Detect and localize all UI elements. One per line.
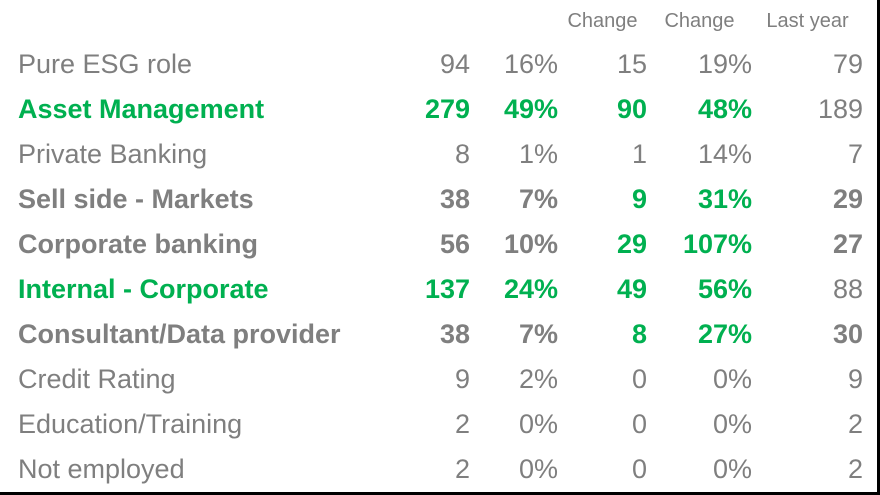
cell-share: 16% <box>503 49 558 79</box>
cell-share: 0% <box>518 454 558 484</box>
cell-last-year: 2 <box>847 409 863 439</box>
row-label: Credit Rating <box>18 364 176 394</box>
cell-change-pct: 27% <box>697 319 752 349</box>
cell-last-year: 2 <box>847 454 863 484</box>
cell-change: 90 <box>616 94 647 124</box>
cell-change-pct: 48% <box>697 94 752 124</box>
cell-change-pct: 14% <box>697 139 752 169</box>
cell-share: 7% <box>518 319 558 349</box>
cell-change: 15 <box>616 49 647 79</box>
cell-change-pct: 0% <box>712 409 752 439</box>
cell-change-pct: 107% <box>682 229 752 259</box>
cell-count: 8 <box>454 139 470 169</box>
cell-count: 9 <box>454 364 470 394</box>
cell-change: 0 <box>631 364 647 394</box>
cell-count: 38 <box>439 184 470 214</box>
col-header-change-abs: Change <box>567 9 638 32</box>
cell-change-pct: 31% <box>697 184 752 214</box>
cell-change: 0 <box>631 454 647 484</box>
cell-last-year: 30 <box>832 319 863 349</box>
row-label: Private Banking <box>18 139 208 169</box>
cell-change-pct: 0% <box>712 364 752 394</box>
cell-change: 49 <box>616 274 647 304</box>
cell-count: 279 <box>424 94 470 124</box>
col-header-last-year: Last year <box>766 9 849 32</box>
cell-last-year: 7 <box>847 139 863 169</box>
cell-share: 1% <box>518 139 558 169</box>
cell-last-year: 27 <box>832 229 863 259</box>
row-label: Corporate banking <box>18 229 259 259</box>
cell-change: 9 <box>631 184 647 214</box>
cell-count: 137 <box>424 274 470 304</box>
row-label: Sell side - Markets <box>18 184 254 214</box>
cell-change: 29 <box>616 229 647 259</box>
cell-count: 38 <box>439 319 470 349</box>
esg-roles-table: Change Change Last year Pure ESG role 94… <box>18 0 863 492</box>
cell-share: 24% <box>503 274 558 304</box>
cell-change-pct: 56% <box>697 274 752 304</box>
cell-change: 1 <box>631 139 647 169</box>
cell-change: 0 <box>631 409 647 439</box>
cell-change-pct: 0% <box>712 454 752 484</box>
col-header-change-pct: Change <box>664 9 735 32</box>
row-label: Asset Management <box>18 94 265 124</box>
cell-last-year: 189 <box>817 94 863 124</box>
row-label: Internal - Corporate <box>18 274 269 304</box>
cell-share: 0% <box>518 409 558 439</box>
cell-last-year: 79 <box>832 49 863 79</box>
cell-change: 8 <box>631 319 647 349</box>
col-header-empty-share <box>470 0 558 42</box>
col-header-empty-count <box>388 0 470 42</box>
row-label: Consultant/Data provider <box>18 319 341 349</box>
col-header-empty-label <box>18 0 388 42</box>
cell-count: 2 <box>454 409 470 439</box>
cell-count: 2 <box>454 454 470 484</box>
cell-change-pct: 19% <box>697 49 752 79</box>
cell-share: 2% <box>518 364 558 394</box>
cell-share: 49% <box>503 94 558 124</box>
row-label: Pure ESG role <box>18 49 193 79</box>
cell-last-year: 9 <box>847 364 863 394</box>
cell-count: 94 <box>439 49 470 79</box>
cell-share: 7% <box>518 184 558 214</box>
cell-count: 56 <box>439 229 470 259</box>
cell-last-year: 88 <box>832 274 863 304</box>
row-label: Not employed <box>18 454 185 484</box>
cell-last-year: 29 <box>832 184 863 214</box>
row-label: Education/Training <box>18 409 243 439</box>
cell-share: 10% <box>503 229 558 259</box>
